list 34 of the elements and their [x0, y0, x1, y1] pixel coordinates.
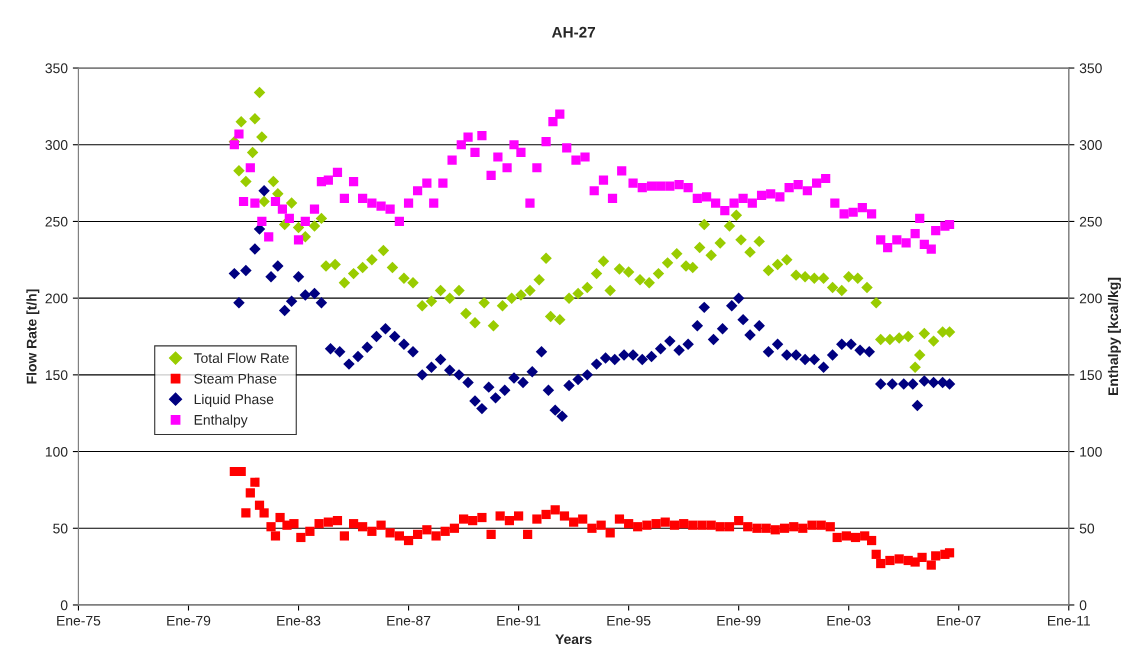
- y-tick-label: 0: [60, 600, 68, 611]
- y2-axis-title: Enthalpy [kcal/kg]: [1107, 277, 1121, 395]
- y-tick-label: 300: [45, 140, 68, 150]
- y2-tick-label: 50: [1079, 523, 1095, 534]
- y2-tick-label: 300: [1079, 140, 1102, 150]
- x-tick-label: Ene-79: [167, 615, 211, 626]
- y-tick-label: 200: [45, 293, 68, 304]
- x-tick-label: Ene-11: [1048, 615, 1090, 626]
- y2-tick-label: 0: [1079, 600, 1087, 611]
- legend-label: Steam Phase: [194, 373, 277, 384]
- y2-tick-label: 250: [1079, 216, 1102, 227]
- legend-label: Total Flow Rate: [193, 352, 289, 364]
- x-tick-label: Ene-03: [827, 615, 871, 626]
- x-tick-label: Ene-83: [277, 615, 321, 626]
- chart-title: AH-27: [551, 26, 596, 38]
- y2-tick-label: 350: [1079, 63, 1102, 74]
- x-tick-label: Ene-87: [387, 615, 431, 626]
- x-axis-title: Years: [555, 634, 592, 645]
- x-tick-label: Ene-91: [497, 615, 541, 626]
- x-tick-label: Ene-07: [937, 615, 981, 626]
- y-tick-label: 250: [45, 216, 68, 227]
- x-tick-label: Ene-75: [57, 615, 101, 626]
- y2-tick-label: 150: [1080, 370, 1102, 381]
- y2-tick-label: 100: [1080, 446, 1102, 457]
- x-tick-label: Ene-99: [717, 615, 761, 626]
- y2-tick-label: 200: [1079, 293, 1102, 304]
- y-tick-label: 100: [45, 446, 68, 457]
- y-tick-label: 350: [45, 63, 68, 74]
- x-tick-label: Ene-95: [607, 615, 651, 626]
- y-tick-label: 150: [45, 370, 68, 381]
- y-tick-label: 50: [53, 523, 68, 534]
- legend-label: Liquid Phase: [194, 394, 274, 407]
- legend-label: Enthalpy: [194, 414, 248, 428]
- y-axis-title: Flow Rate [t/h]: [26, 289, 40, 384]
